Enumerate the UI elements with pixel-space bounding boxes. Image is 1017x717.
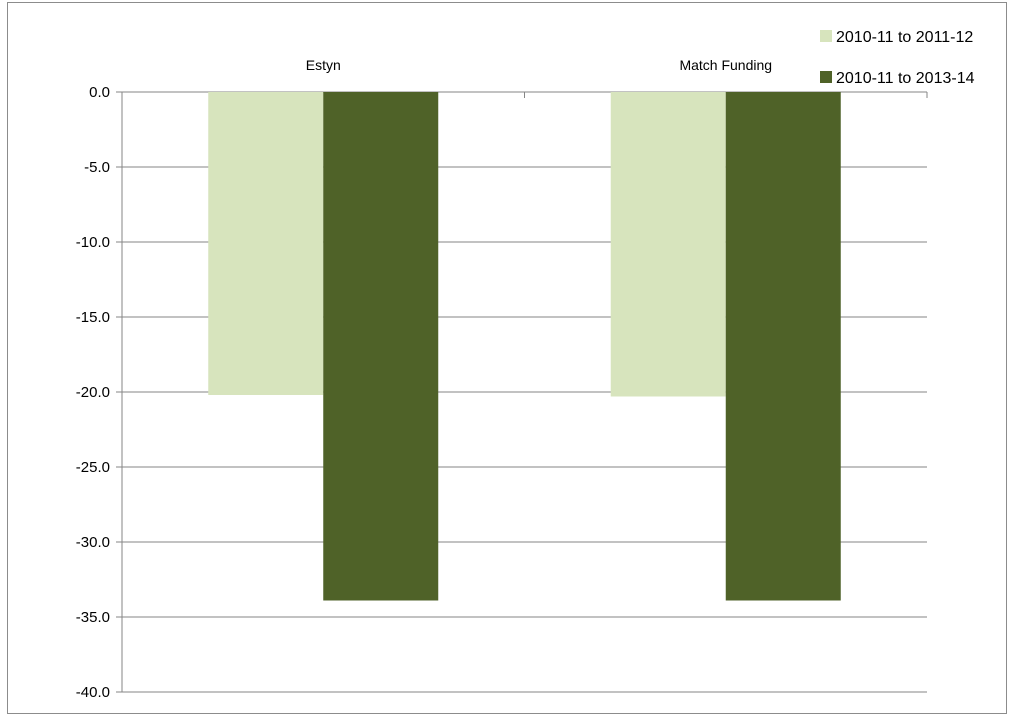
y-tick-label: -25.0 [76,459,110,476]
y-tick-labels: 0.0 -5.0 -10.0 -15.0 -20.0 -25.0 -30.0 -35.0 -40… [76,84,110,701]
legend-label: 2010-11 to 2013-14 [836,70,975,87]
bar-match-funding-series-1 [610,92,726,397]
bars [208,92,841,601]
bar-estyn-series-2 [323,92,439,601]
axes [116,91,928,693]
bar-match-funding-series-2 [725,92,841,601]
category-label: Match Funding [679,57,772,73]
legend: 2010-11 to 2011-12 2010-11 to 2013-14 [820,29,975,87]
legend-swatch [820,30,832,42]
y-tick-label: -35.0 [76,609,110,626]
category-label: Estyn [306,57,341,73]
bar-estyn-series-1 [208,92,324,395]
y-tick-label: -10.0 [76,234,110,251]
legend-swatch [820,71,832,83]
legend-label: 2010-11 to 2011-12 [836,29,973,46]
y-tick-label: -40.0 [76,684,110,701]
y-tick-label: 0.0 [89,84,110,101]
y-tick-label: -15.0 [76,309,110,326]
y-tick-label: -5.0 [84,159,110,176]
y-tick-label: -30.0 [76,534,110,551]
y-tick-label: -20.0 [76,384,110,401]
category-labels: Estyn Match Funding [306,57,772,73]
